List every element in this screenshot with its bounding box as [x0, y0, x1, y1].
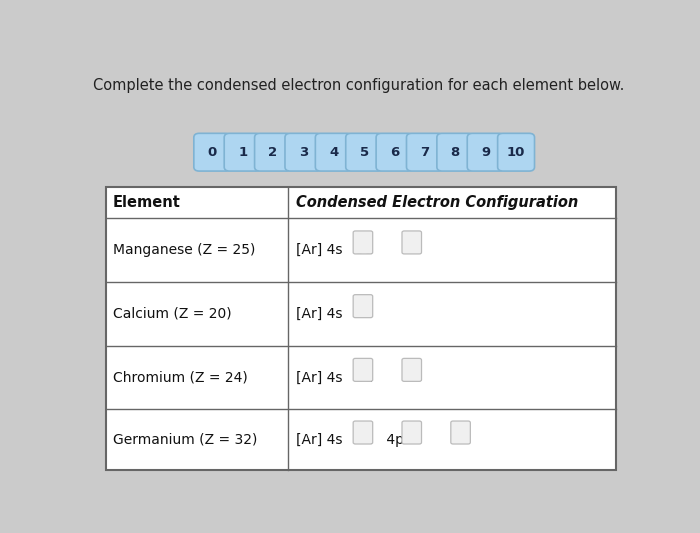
- Text: Germanium (Z = 32): Germanium (Z = 32): [113, 433, 258, 447]
- Text: [Ar] 4s   3d   4p: [Ar] 4s 3d 4p: [295, 433, 404, 447]
- FancyBboxPatch shape: [224, 133, 261, 171]
- Text: 9: 9: [481, 146, 490, 159]
- Text: 4: 4: [329, 146, 338, 159]
- FancyBboxPatch shape: [285, 133, 322, 171]
- FancyBboxPatch shape: [402, 231, 421, 254]
- FancyBboxPatch shape: [194, 133, 231, 171]
- Text: 6: 6: [390, 146, 399, 159]
- Text: [Ar] 4s   3d: [Ar] 4s 3d: [295, 243, 373, 257]
- Text: 8: 8: [451, 146, 460, 159]
- FancyBboxPatch shape: [315, 133, 352, 171]
- FancyBboxPatch shape: [354, 358, 372, 382]
- FancyBboxPatch shape: [402, 421, 421, 444]
- Text: [Ar] 4s   3d: [Ar] 4s 3d: [295, 370, 373, 384]
- Text: Element: Element: [113, 195, 181, 210]
- FancyBboxPatch shape: [376, 133, 413, 171]
- Text: 2: 2: [269, 146, 278, 159]
- Text: 7: 7: [421, 146, 430, 159]
- FancyBboxPatch shape: [346, 133, 383, 171]
- FancyBboxPatch shape: [437, 133, 474, 171]
- FancyBboxPatch shape: [354, 231, 372, 254]
- Text: Complete the condensed electron configuration for each element below.: Complete the condensed electron configur…: [93, 78, 624, 93]
- Text: 5: 5: [360, 146, 369, 159]
- FancyBboxPatch shape: [402, 358, 421, 382]
- Text: Manganese (Z = 25): Manganese (Z = 25): [113, 243, 256, 257]
- Text: Condensed Electron Configuration: Condensed Electron Configuration: [295, 195, 578, 210]
- Text: 3: 3: [299, 146, 308, 159]
- Text: Calcium (Z = 20): Calcium (Z = 20): [113, 307, 232, 321]
- FancyBboxPatch shape: [468, 133, 504, 171]
- Text: [Ar] 4s: [Ar] 4s: [295, 307, 342, 321]
- Text: 10: 10: [507, 146, 525, 159]
- FancyBboxPatch shape: [498, 133, 535, 171]
- Text: 0: 0: [208, 146, 217, 159]
- Text: Chromium (Z = 24): Chromium (Z = 24): [113, 370, 248, 384]
- Text: 1: 1: [238, 146, 247, 159]
- FancyBboxPatch shape: [407, 133, 443, 171]
- FancyBboxPatch shape: [255, 133, 291, 171]
- FancyBboxPatch shape: [354, 421, 372, 444]
- FancyBboxPatch shape: [354, 295, 372, 318]
- FancyBboxPatch shape: [451, 421, 470, 444]
- Bar: [106, 187, 617, 470]
